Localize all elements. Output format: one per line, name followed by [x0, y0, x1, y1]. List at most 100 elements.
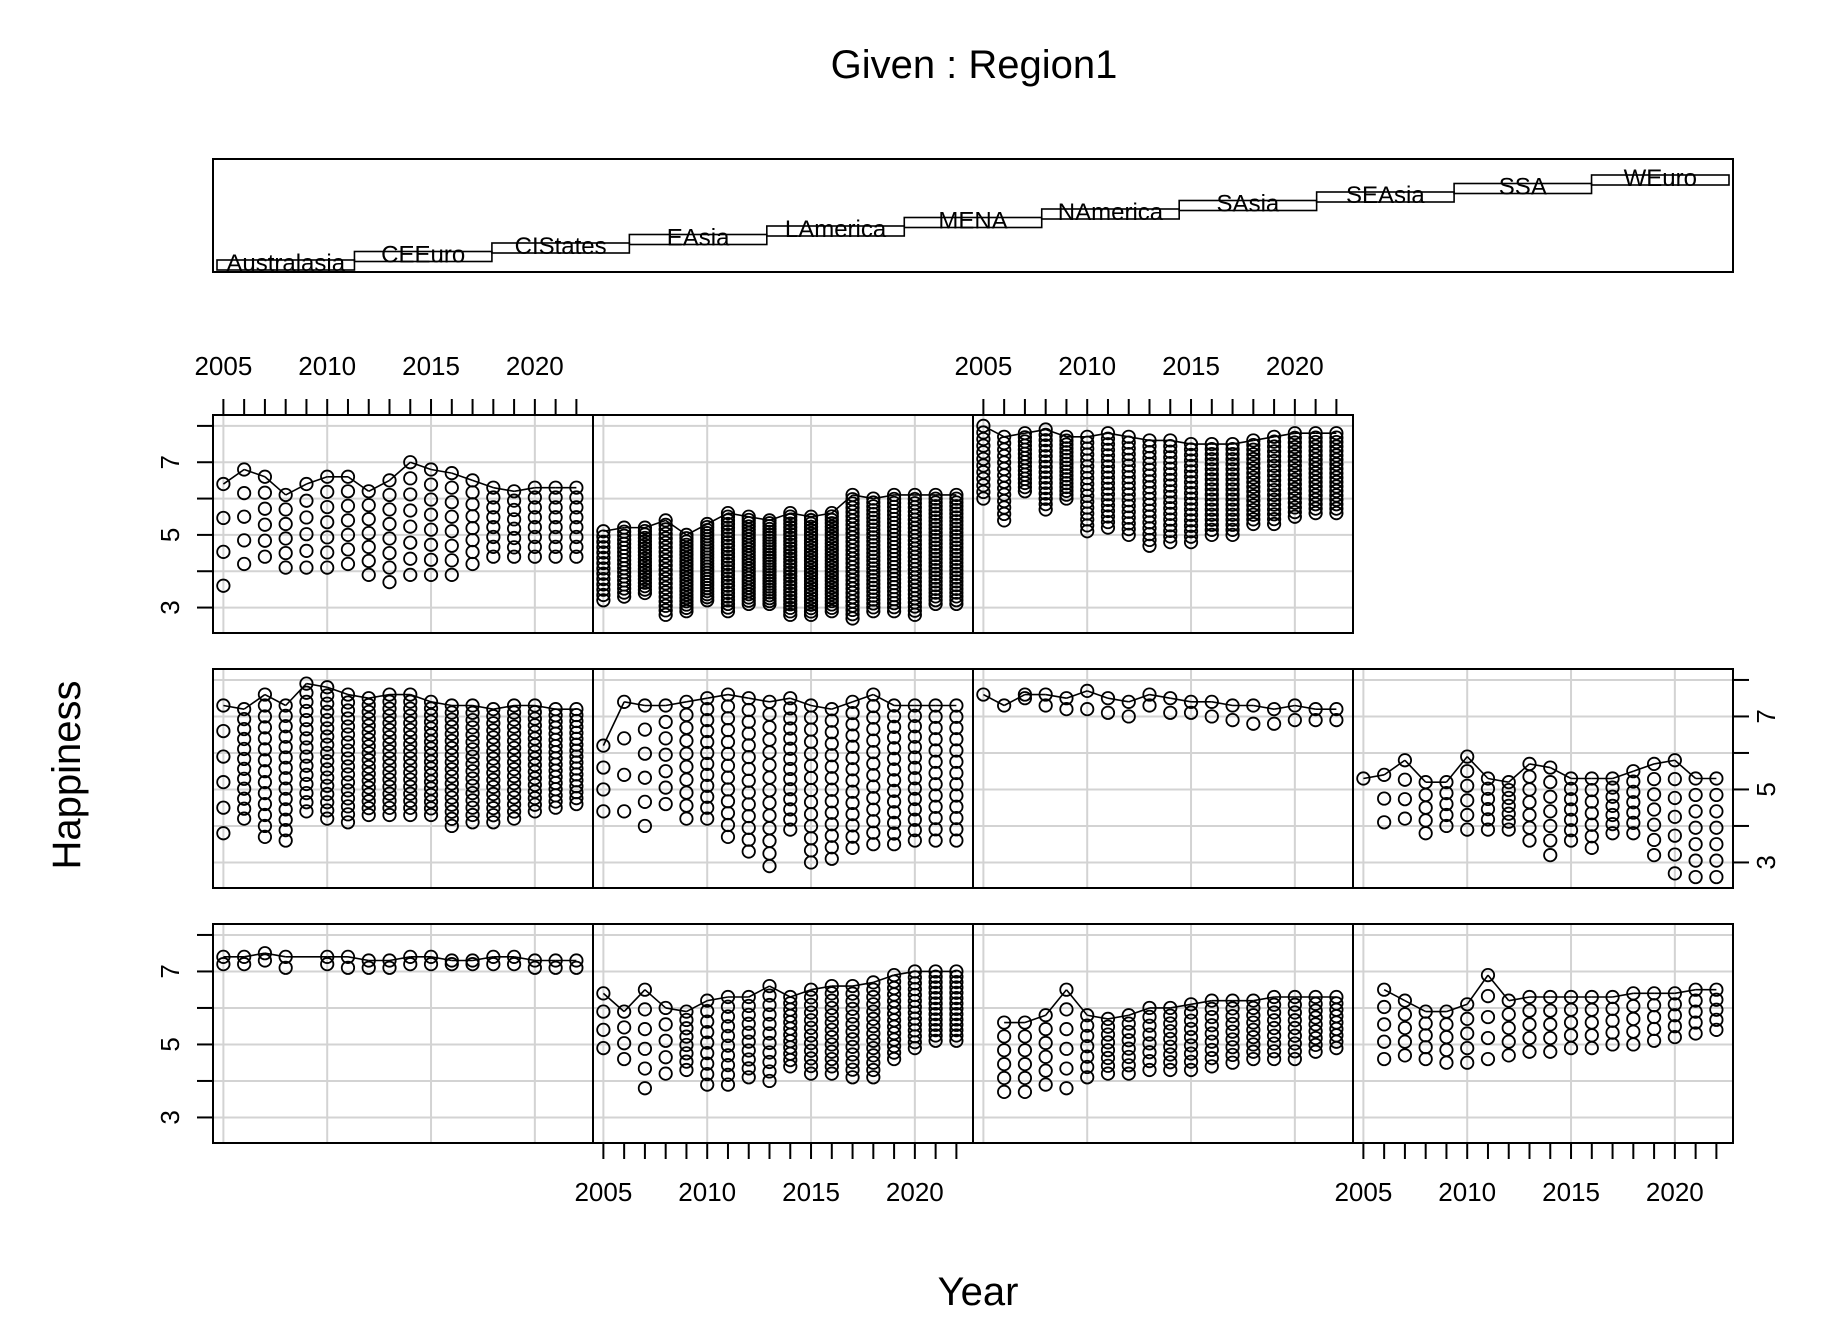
data-point [1163, 518, 1178, 533]
data-point [382, 737, 397, 752]
data-point [1100, 470, 1116, 485]
data-point [1688, 820, 1703, 835]
data-point [845, 978, 860, 994]
data-point [465, 815, 480, 830]
data-point [1329, 712, 1344, 728]
data-point [1163, 512, 1178, 527]
data-point [361, 484, 376, 499]
data-point [382, 960, 397, 975]
trajectory-line [810, 704, 832, 710]
data-point [1605, 989, 1620, 1005]
given-level-label: WEuro [1624, 165, 1697, 192]
data-point [1266, 434, 1282, 449]
data-point [1584, 806, 1599, 821]
data-point [506, 740, 522, 756]
given-level-bar [216, 259, 356, 271]
data-point [423, 787, 439, 803]
data-point [907, 708, 922, 723]
data-point [1246, 1030, 1261, 1045]
data-point [361, 691, 376, 706]
data-point [320, 957, 335, 972]
data-point [1667, 997, 1682, 1012]
data-point [444, 762, 459, 777]
data-point [824, 1059, 839, 1074]
data-point [783, 590, 798, 605]
data-point [1266, 516, 1282, 532]
data-point [1287, 491, 1302, 506]
data-point [1709, 982, 1724, 997]
data-point [340, 695, 356, 710]
data-point [928, 581, 943, 596]
data-point [320, 786, 335, 802]
panel-lamerica [212, 668, 594, 889]
data-point [907, 833, 922, 848]
data-point [866, 825, 881, 840]
given-level-bar [1315, 191, 1455, 203]
data-point [1308, 488, 1323, 503]
data-point [928, 532, 943, 548]
data-point [403, 957, 418, 972]
data-point [783, 600, 798, 615]
data-point [783, 572, 798, 587]
y-tick-label: 5 [1751, 782, 1781, 796]
data-point [949, 1012, 964, 1027]
data-point [617, 528, 632, 543]
data-point [1584, 840, 1599, 855]
data-point [340, 815, 356, 830]
trajectory-line [1253, 704, 1275, 710]
data-point [824, 993, 839, 1008]
data-point [762, 1054, 777, 1070]
data-point [1667, 753, 1682, 768]
data-point [1688, 804, 1703, 819]
data-point [845, 818, 860, 833]
data-point [949, 589, 964, 604]
data-point [845, 986, 860, 1001]
data-point [1397, 811, 1413, 826]
data-point [299, 685, 314, 700]
data-point [997, 436, 1012, 451]
data-point [403, 737, 418, 752]
data-point [1204, 1051, 1219, 1066]
data-point [403, 551, 418, 566]
data-point [278, 771, 293, 786]
data-point [783, 523, 798, 538]
data-point [1225, 482, 1240, 497]
data-point [1246, 437, 1261, 453]
data-point [486, 539, 501, 554]
data-point [679, 1004, 694, 1019]
data-point [1501, 790, 1516, 806]
data-point [949, 536, 964, 551]
data-point [423, 721, 439, 736]
data-point [340, 775, 356, 790]
data-point [949, 555, 964, 570]
data-point [1121, 429, 1136, 444]
data-point [1543, 760, 1558, 775]
data-point [1038, 481, 1053, 496]
data-point [1266, 497, 1282, 512]
data-point [257, 764, 273, 779]
data-point [783, 691, 798, 706]
data-point [1183, 480, 1199, 495]
data-point [658, 549, 673, 564]
data-point [1038, 454, 1053, 469]
y-tick-label: 5 [155, 1037, 185, 1051]
trajectory-line [1363, 774, 1385, 780]
data-point [741, 820, 756, 836]
data-point [700, 1056, 715, 1071]
data-point [866, 721, 881, 737]
data-point [1543, 818, 1558, 834]
given-level-bar [1040, 208, 1180, 220]
data-point [845, 1032, 860, 1047]
data-point [783, 593, 798, 608]
data-point [1460, 749, 1475, 764]
data-point [237, 462, 252, 477]
data-point [886, 974, 902, 989]
data-point [278, 802, 293, 817]
data-point [720, 829, 736, 845]
trajectory-line [513, 956, 535, 962]
data-point [928, 975, 943, 990]
data-point [1460, 807, 1475, 823]
data-point [1480, 771, 1496, 786]
data-point [928, 529, 943, 544]
x-tick-label: 2015 [1162, 351, 1220, 381]
